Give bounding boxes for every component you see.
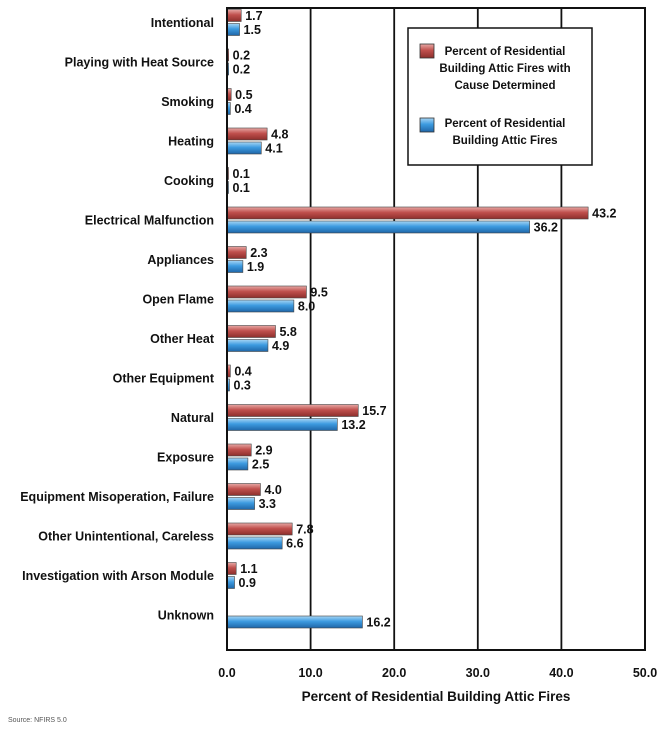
bar-cause-determined (226, 127, 268, 141)
value-label-attic-fires: 1.5 (244, 23, 261, 37)
value-label-cause-determined: 15.7 (362, 404, 386, 418)
x-tick-label: 50.0 (633, 666, 657, 680)
bar-attic-fires (226, 576, 235, 589)
category-label: Equipment Misoperation, Failure (20, 490, 214, 504)
bar-cause-determined (226, 325, 276, 338)
value-label-attic-fires: 8.0 (298, 300, 315, 314)
value-label-cause-determined: 1.1 (240, 562, 257, 576)
legend-label-attic-fires: Percent of Residential (445, 118, 566, 130)
category-label: Natural (171, 411, 214, 425)
x-tick-labels: 0.0 10.0 20.0 30.0 40.0 50.0 (218, 666, 657, 680)
bar-attic-fires (226, 536, 283, 550)
bar-cause-determined (226, 9, 242, 22)
bar-attic-fires (226, 615, 363, 629)
source-note: Source: NFIRS 5.0 (8, 717, 67, 724)
category-label: Heating (168, 135, 214, 149)
value-label-attic-fires: 4.9 (272, 339, 289, 353)
value-label-attic-fires: 0.2 (233, 63, 250, 77)
legend-label-attic-fires: Building Attic Fires (453, 135, 558, 147)
legend-label-cause-determined: Percent of Residential (445, 46, 566, 58)
legend-label-cause-determined: Building Attic Fires with (439, 63, 570, 75)
value-label-cause-determined: 0.5 (235, 88, 252, 102)
value-label-cause-determined: 9.5 (310, 286, 327, 300)
bar-cause-determined (226, 285, 307, 299)
bars (226, 9, 589, 629)
value-label-attic-fires: 16.2 (366, 616, 390, 630)
plot-area-frame (226, 7, 646, 651)
category-label: Playing with Heat Source (65, 56, 214, 70)
bar-attic-fires (226, 339, 269, 352)
value-label-attic-fires: 0.9 (239, 576, 256, 590)
category-label: Other Unintentional, Careless (38, 530, 214, 544)
bar-cause-determined (226, 483, 261, 496)
category-label: Open Flame (142, 293, 214, 307)
category-label: Investigation with Arson Module (22, 569, 214, 583)
bar-cause-determined (226, 522, 293, 536)
value-label-attic-fires: 6.6 (286, 537, 303, 551)
value-label-attic-fires: 0.3 (234, 379, 251, 393)
category-label: Other Equipment (113, 372, 215, 386)
bar-attic-fires (226, 220, 530, 234)
value-label-cause-determined: 0.4 (234, 365, 251, 379)
value-label-cause-determined: 4.0 (264, 483, 281, 497)
bar-attic-fires (226, 23, 240, 36)
legend-swatch-cause-determined (419, 43, 435, 59)
value-label-cause-determined: 5.8 (279, 325, 296, 339)
x-tick-label: 20.0 (382, 666, 406, 680)
value-label-attic-fires: 2.5 (252, 458, 269, 472)
value-label-attic-fires: 13.2 (341, 418, 365, 432)
value-label-attic-fires: 0.1 (233, 181, 250, 195)
value-label-attic-fires: 36.2 (534, 221, 558, 235)
value-label-cause-determined: 1.7 (245, 9, 262, 23)
bar-cause-determined (226, 443, 252, 457)
legend-box (407, 27, 593, 166)
value-label-cause-determined: 4.8 (271, 128, 288, 142)
value-label-attic-fires: 1.9 (247, 260, 264, 274)
category-labels: Intentional Playing with Heat Source Smoki… (20, 16, 215, 623)
bar-attic-fires (226, 457, 249, 471)
x-tick-label: 40.0 (549, 666, 573, 680)
x-tick-label: 30.0 (466, 666, 490, 680)
legend-label-cause-determined: Cause Determined (455, 80, 556, 92)
bar-cause-determined (226, 206, 589, 220)
x-tick-label: 0.0 (218, 666, 235, 680)
value-label-cause-determined: 2.3 (250, 246, 267, 260)
category-label: Unknown (158, 609, 214, 623)
value-label-cause-determined: 7.8 (296, 523, 313, 537)
category-label: Appliances (147, 253, 214, 267)
value-label-attic-fires: 3.3 (259, 497, 276, 511)
category-label: Smoking (161, 95, 214, 109)
value-label-attic-fires: 0.4 (234, 102, 251, 116)
bar-cause-determined (226, 246, 247, 259)
legend: Percent of Residential Building Attic Fir… (407, 27, 593, 166)
category-label: Electrical Malfunction (85, 214, 214, 228)
category-label: Other Heat (150, 332, 215, 346)
value-labels: 1.71.50.20.20.50.44.84.10.10.143.236.22.… (233, 9, 617, 630)
value-label-cause-determined: 2.9 (255, 444, 272, 458)
category-label: Exposure (157, 451, 214, 465)
bar-cause-determined (226, 562, 237, 575)
category-label: Intentional (151, 16, 214, 30)
category-label: Cooking (164, 174, 214, 188)
x-axis-title: Percent of Residential Building Attic Fi… (302, 689, 571, 704)
value-label-cause-determined: 43.2 (592, 207, 616, 221)
bar-attic-fires (226, 141, 262, 155)
legend-text: Percent of Residential Building Attic Fir… (439, 46, 570, 147)
bar-attic-fires (226, 418, 338, 431)
legend-swatch-attic-fires (419, 117, 435, 133)
bar-attic-fires (226, 299, 295, 313)
bar-cause-determined (226, 404, 359, 417)
value-label-cause-determined: 0.1 (233, 167, 250, 181)
value-label-cause-determined: 0.2 (233, 49, 250, 63)
bar-attic-fires (226, 260, 244, 273)
value-label-attic-fires: 4.1 (265, 142, 282, 156)
bar-attic-fires (226, 497, 255, 510)
x-tick-label: 10.0 (298, 666, 322, 680)
